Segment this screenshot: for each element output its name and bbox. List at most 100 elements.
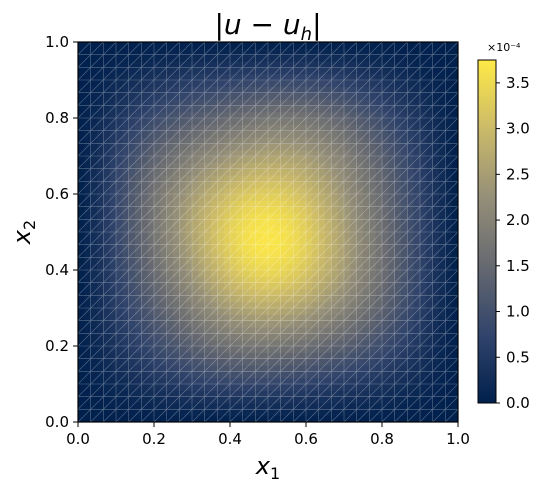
heatmap-cell [185,295,193,303]
heatmap-cell [331,181,339,189]
heatmap-cell [173,162,180,170]
heatmap-cell [280,232,288,239]
heatmap-cell [325,251,332,258]
colorbar-tick-label: 0.5 [506,348,530,366]
heatmap-cell [90,276,98,284]
heatmap-cell [179,295,187,303]
heatmap-cell [84,257,92,265]
heatmap-cell [344,263,351,271]
heatmap-cell [445,86,453,94]
heatmap-cell [242,244,250,252]
heatmap-cell [337,371,345,379]
heatmap-cell [166,396,174,404]
heatmap-cell [337,213,345,220]
heatmap-cell [84,314,92,322]
heatmap-cell [426,86,434,94]
heatmap-cell [382,308,389,315]
heatmap-cell [426,365,434,372]
heatmap-cell [325,352,332,360]
heatmap-cell [407,403,415,410]
heatmap-cell [97,54,104,62]
heatmap-cell [363,118,370,125]
heatmap-cell [451,73,458,81]
heatmap-cell [230,48,237,56]
heatmap-cell [211,48,218,56]
heatmap-cell [439,346,446,353]
heatmap-cell [280,124,288,132]
heatmap-cell [211,42,218,49]
heatmap-cell [388,200,396,208]
heatmap-cell [84,282,92,290]
heatmap-cell [394,282,402,290]
heatmap-cell [185,200,193,208]
heatmap-cell [160,168,168,176]
heatmap-cell [287,244,294,252]
heatmap-cell [128,99,136,106]
heatmap-cell [122,156,130,163]
heatmap-cell [369,42,377,49]
heatmap-cell [185,415,193,422]
heatmap-cell [325,111,332,119]
heatmap-cell [394,396,402,404]
heatmap-cell [363,99,370,106]
heatmap-cell [274,282,282,290]
heatmap-cell [280,175,288,182]
heatmap-cell [128,130,136,138]
heatmap-cell [128,111,136,119]
heatmap-cell [451,168,458,176]
heatmap-cell [255,270,263,277]
heatmap-cell [154,365,161,372]
heatmap-cell [173,352,180,360]
heatmap-cell [363,61,370,68]
heatmap-cell [426,415,434,422]
heatmap-cell [255,263,263,271]
heatmap-cell [128,54,136,62]
heatmap-cell [84,225,92,233]
heatmap-cell [382,339,389,347]
heatmap-cell [90,314,98,322]
heatmap-cell [160,194,168,201]
heatmap-cell [325,124,332,132]
heatmap-cell [382,371,389,379]
heatmap-cell [217,276,225,284]
heatmap-cell [109,225,117,233]
heatmap-cell [141,409,149,417]
heatmap-cell [230,200,237,208]
heatmap-cell [312,61,320,68]
heatmap-cell [432,99,440,106]
heatmap-cell [242,282,250,290]
heatmap-cell [356,390,364,398]
heatmap-cell [356,118,364,125]
heatmap-cell [280,263,288,271]
heatmap-cell [223,295,231,303]
heatmap-cell [268,396,275,404]
heatmap-cell [331,42,339,49]
heatmap-cell [407,396,415,404]
heatmap-cell [217,181,225,189]
heatmap-cell [280,301,288,309]
heatmap-cell [306,308,313,315]
heatmap-cell [90,390,98,398]
heatmap-cell [426,156,434,163]
heatmap-cell [147,333,155,341]
heatmap-cell [432,200,440,208]
heatmap-cell [116,181,123,189]
heatmap-cell [116,276,123,284]
heatmap-cell [312,143,320,151]
heatmap-cell [432,371,440,379]
heatmap-cell [439,365,446,372]
heatmap-cell [198,219,206,227]
heatmap-cell [407,327,415,334]
heatmap-cell [350,396,358,404]
heatmap-cell [312,384,320,391]
heatmap-cell [261,257,269,265]
heatmap-cell [350,295,358,303]
heatmap-cell [312,175,320,182]
heatmap-cell [230,99,237,106]
heatmap-cell [179,384,187,391]
heatmap-cell [369,213,377,220]
heatmap-cell [280,251,288,258]
heatmap-cell [331,124,339,132]
heatmap-cell [109,124,117,132]
heatmap-cell [217,352,225,360]
